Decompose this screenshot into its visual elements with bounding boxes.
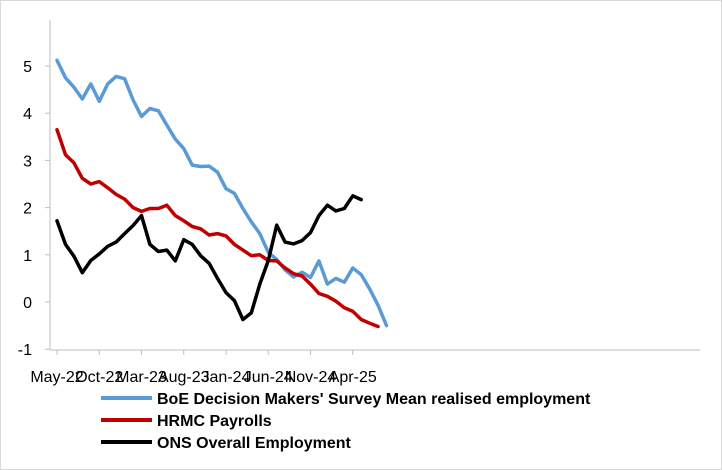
legend-label: ONS Overall Employment <box>157 435 352 452</box>
y-tick-label: 2 <box>23 201 32 218</box>
series-line-ons-employment <box>55 194 363 322</box>
x-tick-label: Mar-23 <box>116 369 167 386</box>
legend-label: HRMC Payrolls <box>157 413 272 430</box>
legend-label: BoE Decision Makers' Survey Mean realise… <box>157 391 591 408</box>
series-layer <box>55 58 389 329</box>
x-tick-label: Jan-24 <box>202 369 251 386</box>
x-tick-label: Apr-25 <box>329 369 377 386</box>
x-tick-label: Nov-24 <box>285 369 337 386</box>
legend-item-boe-survey: BoE Decision Makers' Survey Mean realise… <box>101 391 591 408</box>
y-tick-label: 3 <box>23 153 32 170</box>
series-line-boe-survey <box>55 58 389 328</box>
y-tick-label: 4 <box>23 106 32 123</box>
y-tick-label: 5 <box>23 59 32 76</box>
legend-item-ons-employment: ONS Overall Employment <box>101 435 352 452</box>
legend-item-hrmc-payrolls: HRMC Payrolls <box>101 413 272 430</box>
x-tick-label: Aug-23 <box>158 369 210 386</box>
chart-axes: 5 4 3 2 1 0 -1 May-22Oct-22Mar-23Aug-23Jan-24Ju… <box>18 20 700 386</box>
y-tick-label: 0 <box>23 295 32 312</box>
series-line-hrmc-payrolls <box>55 127 380 329</box>
x-tick-label: Oct-22 <box>75 369 123 386</box>
y-tick-label: -1 <box>18 342 32 359</box>
x-tick-label: May-22 <box>30 369 83 386</box>
y-tick-label: 1 <box>23 248 32 265</box>
x-tick-label: Jun-24 <box>244 369 293 386</box>
legend: BoE Decision Makers' Survey Mean realise… <box>101 391 591 452</box>
